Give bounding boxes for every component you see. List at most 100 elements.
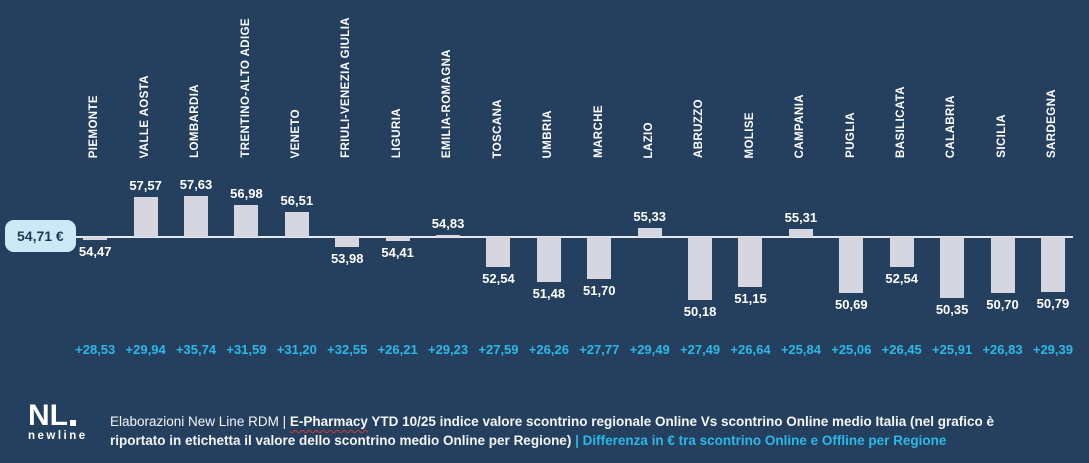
- region-label: SARDEGNA: [1028, 8, 1078, 158]
- diff-label: +28,53: [75, 342, 116, 357]
- baseline-line: [68, 236, 1073, 238]
- bar: [587, 237, 612, 280]
- logo-mark: NL: [28, 399, 88, 432]
- bar-plot-area: 54,47: [70, 158, 120, 316]
- region-label: UMBRIA: [524, 8, 574, 158]
- bar: [486, 237, 511, 268]
- value-label: 57,63: [179, 177, 213, 193]
- diff-label: +29,49: [629, 342, 670, 357]
- value-label: 53,98: [330, 251, 364, 267]
- bar-plot-area: 55,33: [624, 158, 674, 316]
- region-label: VALLE AOSTA: [120, 8, 170, 158]
- region-label-text: BASILICATA: [894, 86, 907, 158]
- bar: [1040, 237, 1065, 292]
- bar-plot-area: 51,48: [524, 158, 574, 316]
- region-label: MOLISE: [725, 8, 775, 159]
- region-label: CALABRIA: [927, 8, 977, 158]
- value-label: 55,31: [784, 209, 818, 225]
- diff-label: +25,06: [831, 342, 872, 357]
- value-label: 57,57: [129, 177, 162, 193]
- diff-label: +27,49: [680, 342, 721, 357]
- region-label: VENETO: [272, 8, 322, 158]
- diff-label: +29,94: [125, 342, 166, 357]
- region-label-text: LAZIO: [642, 121, 655, 159]
- bar: [788, 228, 813, 237]
- bar-column: LAZIO 55,33 +29,49: [624, 8, 674, 358]
- value-label: 50,70: [986, 297, 1019, 313]
- region-label-text: LOMBARDIA: [189, 84, 202, 158]
- region-label: FRIULI-VENEZIA GIULIA: [322, 8, 372, 158]
- region-label-text: MARCHE: [592, 105, 605, 158]
- region-label-text: LIGURIA: [390, 107, 403, 158]
- value-label: 50,35: [935, 302, 969, 318]
- bar-plot-area: 51,70: [574, 158, 624, 316]
- region-label-text: TRENTINO-ALTO ADIGE: [239, 18, 252, 158]
- region-label-text: CAMPANIA: [794, 93, 807, 158]
- footer-epharmacy-word: E-Pharmacy: [289, 414, 368, 429]
- bar-column: BASILICATA 52,54 +26,45: [877, 8, 927, 357]
- bar-plot-area: 50,18: [675, 158, 725, 319]
- value-label: 54,83: [431, 215, 465, 231]
- bar-plot-area: 54,83: [423, 158, 473, 316]
- logo-wordmark: newline: [28, 430, 88, 442]
- diff-label: +26,21: [377, 342, 418, 357]
- region-label-text: VENETO: [290, 108, 303, 158]
- region-label-text: ABRUZZO: [693, 98, 706, 158]
- bar-column: ABRUZZO 50,18 +27,49: [675, 8, 725, 357]
- diff-label: +29,23: [427, 342, 469, 357]
- region-label-text: MOLISE: [743, 111, 756, 159]
- region-label-text: UMBRIA: [542, 109, 555, 158]
- bar: [940, 237, 965, 299]
- bar-plot-area: 50,69: [826, 158, 876, 316]
- bar-column: CAMPANIA 55,31 +25,84: [776, 8, 826, 357]
- bar: [83, 237, 108, 241]
- value-label: 54,47: [78, 244, 112, 260]
- bar-plot-area: 52,54: [877, 158, 927, 316]
- bar: [335, 237, 360, 248]
- bar-column: UMBRIA 51,48 +26,26: [524, 8, 574, 357]
- bar: [184, 196, 209, 237]
- region-label: PIEMONTE: [70, 8, 120, 158]
- diff-label: +27,59: [478, 342, 519, 357]
- diff-label: +35,74: [175, 342, 217, 357]
- bar: [234, 205, 259, 237]
- region-label: LAZIO: [624, 8, 674, 159]
- logo-mark-text: NL: [28, 399, 68, 432]
- value-label: 52,54: [885, 271, 918, 287]
- bar-column: MARCHE 51,70 +27,77: [574, 8, 624, 357]
- value-label: 50,69: [835, 297, 868, 313]
- bar-column: VENETO 56,51 +31,20: [272, 8, 322, 357]
- value-label: 52,54: [482, 271, 515, 287]
- region-label-text: TOSCANA: [491, 98, 504, 158]
- diff-label: +27,77: [579, 342, 620, 357]
- diff-label: +26,83: [982, 342, 1023, 357]
- bar-column: MOLISE 51,15 +26,64: [725, 8, 775, 358]
- value-label: 54,41: [381, 245, 414, 261]
- footer-description: YTD 10/25 indice valore scontrino region…: [110, 414, 995, 448]
- bar-column: TOSCANA 52,54 +27,59: [473, 8, 523, 357]
- region-label: CAMPANIA: [776, 8, 826, 158]
- bar-column: FRIULI-VENEZIA GIULIA 53,98 +32,55: [322, 8, 372, 357]
- bar-plot-area: 52,54: [473, 158, 523, 316]
- value-label: 56,98: [230, 186, 263, 202]
- diff-label: +32,55: [327, 342, 368, 357]
- bar-column: EMILIA-ROMAGNA 54,83 +29,23: [423, 8, 473, 357]
- bar-column: SICILIA 50,70 +26,83: [977, 8, 1027, 357]
- bar-column: LOMBARDIA 57,63 +35,74: [171, 8, 221, 357]
- bar-column: CALABRIA 50,35 +25,91: [927, 8, 977, 357]
- value-label: 51,48: [532, 286, 566, 302]
- region-label: MARCHE: [574, 8, 624, 158]
- bar-plot-area: 56,51: [272, 158, 322, 316]
- region-label-text: PIEMONTE: [88, 94, 101, 158]
- newline-logo: NL newline: [28, 399, 88, 443]
- bar-column: LIGURIA 54,41 +26,21: [372, 8, 422, 357]
- diff-label: +29,39: [1032, 342, 1073, 357]
- region-label: LOMBARDIA: [171, 8, 221, 158]
- bar: [284, 211, 309, 237]
- bar: [637, 228, 662, 237]
- bar: [738, 237, 763, 287]
- value-label: 51,15: [734, 290, 767, 306]
- footer-highlight: | Differenza in € tra scontrino Online e…: [575, 432, 947, 448]
- bar: [536, 237, 561, 283]
